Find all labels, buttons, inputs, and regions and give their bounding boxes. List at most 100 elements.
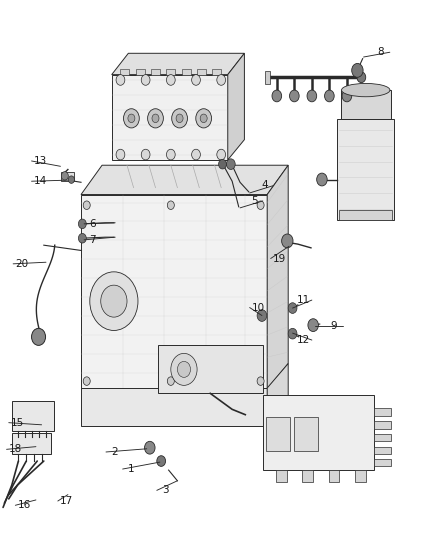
Bar <box>374 434 391 441</box>
Circle shape <box>157 456 166 466</box>
Bar <box>328 470 339 482</box>
Text: 15: 15 <box>11 418 24 427</box>
Circle shape <box>342 90 352 102</box>
Polygon shape <box>267 165 288 389</box>
Circle shape <box>325 90 334 102</box>
Bar <box>302 470 313 482</box>
Circle shape <box>317 173 327 186</box>
Bar <box>151 69 160 75</box>
Circle shape <box>116 75 125 85</box>
Text: 13: 13 <box>34 156 47 166</box>
Polygon shape <box>267 364 288 426</box>
Polygon shape <box>112 75 228 160</box>
Bar <box>136 69 145 75</box>
Circle shape <box>166 75 175 85</box>
Circle shape <box>152 114 159 123</box>
Circle shape <box>217 149 226 160</box>
Circle shape <box>83 377 90 385</box>
Text: 10: 10 <box>252 303 265 312</box>
Circle shape <box>196 109 212 128</box>
Bar <box>265 71 270 84</box>
Polygon shape <box>81 195 267 389</box>
Circle shape <box>272 90 282 102</box>
Text: 17: 17 <box>60 496 73 506</box>
Bar <box>12 433 51 454</box>
Circle shape <box>192 149 200 160</box>
Circle shape <box>83 201 90 209</box>
Circle shape <box>171 353 197 385</box>
Text: 1: 1 <box>128 464 135 474</box>
Bar <box>212 69 221 75</box>
Circle shape <box>257 377 264 385</box>
Circle shape <box>288 328 297 339</box>
Circle shape <box>61 172 68 180</box>
Bar <box>339 210 392 220</box>
Bar <box>263 395 374 470</box>
Circle shape <box>288 303 297 313</box>
Text: 14: 14 <box>34 176 47 186</box>
Circle shape <box>68 176 74 183</box>
Circle shape <box>167 201 174 209</box>
Circle shape <box>148 109 163 128</box>
Circle shape <box>257 201 264 209</box>
Circle shape <box>308 319 318 332</box>
Polygon shape <box>81 165 288 195</box>
Bar <box>266 417 290 451</box>
Bar <box>355 470 366 482</box>
Text: 8: 8 <box>378 47 385 57</box>
Circle shape <box>172 109 187 128</box>
Text: 11: 11 <box>297 295 310 305</box>
Text: 20: 20 <box>15 259 28 269</box>
Circle shape <box>124 109 139 128</box>
Circle shape <box>176 114 183 123</box>
Bar <box>374 447 391 454</box>
Bar <box>276 470 287 482</box>
Text: 16: 16 <box>18 500 31 510</box>
Bar <box>158 345 263 393</box>
Circle shape <box>128 114 135 123</box>
Polygon shape <box>112 53 244 75</box>
Circle shape <box>101 285 127 317</box>
Text: 12: 12 <box>297 335 310 345</box>
Circle shape <box>226 159 235 169</box>
Circle shape <box>78 219 86 229</box>
Circle shape <box>90 272 138 330</box>
Circle shape <box>116 149 125 160</box>
Bar <box>12 401 54 431</box>
Text: 4: 4 <box>261 181 268 190</box>
Text: 5: 5 <box>251 196 258 206</box>
Circle shape <box>219 159 226 169</box>
Text: 19: 19 <box>273 254 286 263</box>
Text: 2: 2 <box>111 447 118 457</box>
Circle shape <box>192 75 200 85</box>
Bar <box>182 69 191 75</box>
Bar <box>341 90 391 119</box>
Bar <box>374 408 391 416</box>
Bar <box>166 69 175 75</box>
Circle shape <box>32 328 46 345</box>
Circle shape <box>282 234 293 248</box>
Circle shape <box>78 233 86 243</box>
Bar <box>294 417 318 451</box>
Circle shape <box>166 149 175 160</box>
Circle shape <box>141 149 150 160</box>
Circle shape <box>177 361 191 377</box>
Polygon shape <box>228 53 244 160</box>
Bar <box>197 69 206 75</box>
Polygon shape <box>81 388 267 426</box>
Circle shape <box>145 441 155 454</box>
Circle shape <box>167 377 174 385</box>
Text: 6: 6 <box>89 219 96 229</box>
Circle shape <box>257 310 267 321</box>
Bar <box>120 69 129 75</box>
Circle shape <box>307 90 317 102</box>
Bar <box>337 119 394 220</box>
Circle shape <box>352 63 363 77</box>
Text: 18: 18 <box>9 445 22 454</box>
Circle shape <box>357 72 366 83</box>
Text: 7: 7 <box>89 235 96 245</box>
Text: 9: 9 <box>330 321 337 331</box>
Bar <box>374 459 391 466</box>
Bar <box>61 172 74 181</box>
Circle shape <box>290 90 299 102</box>
